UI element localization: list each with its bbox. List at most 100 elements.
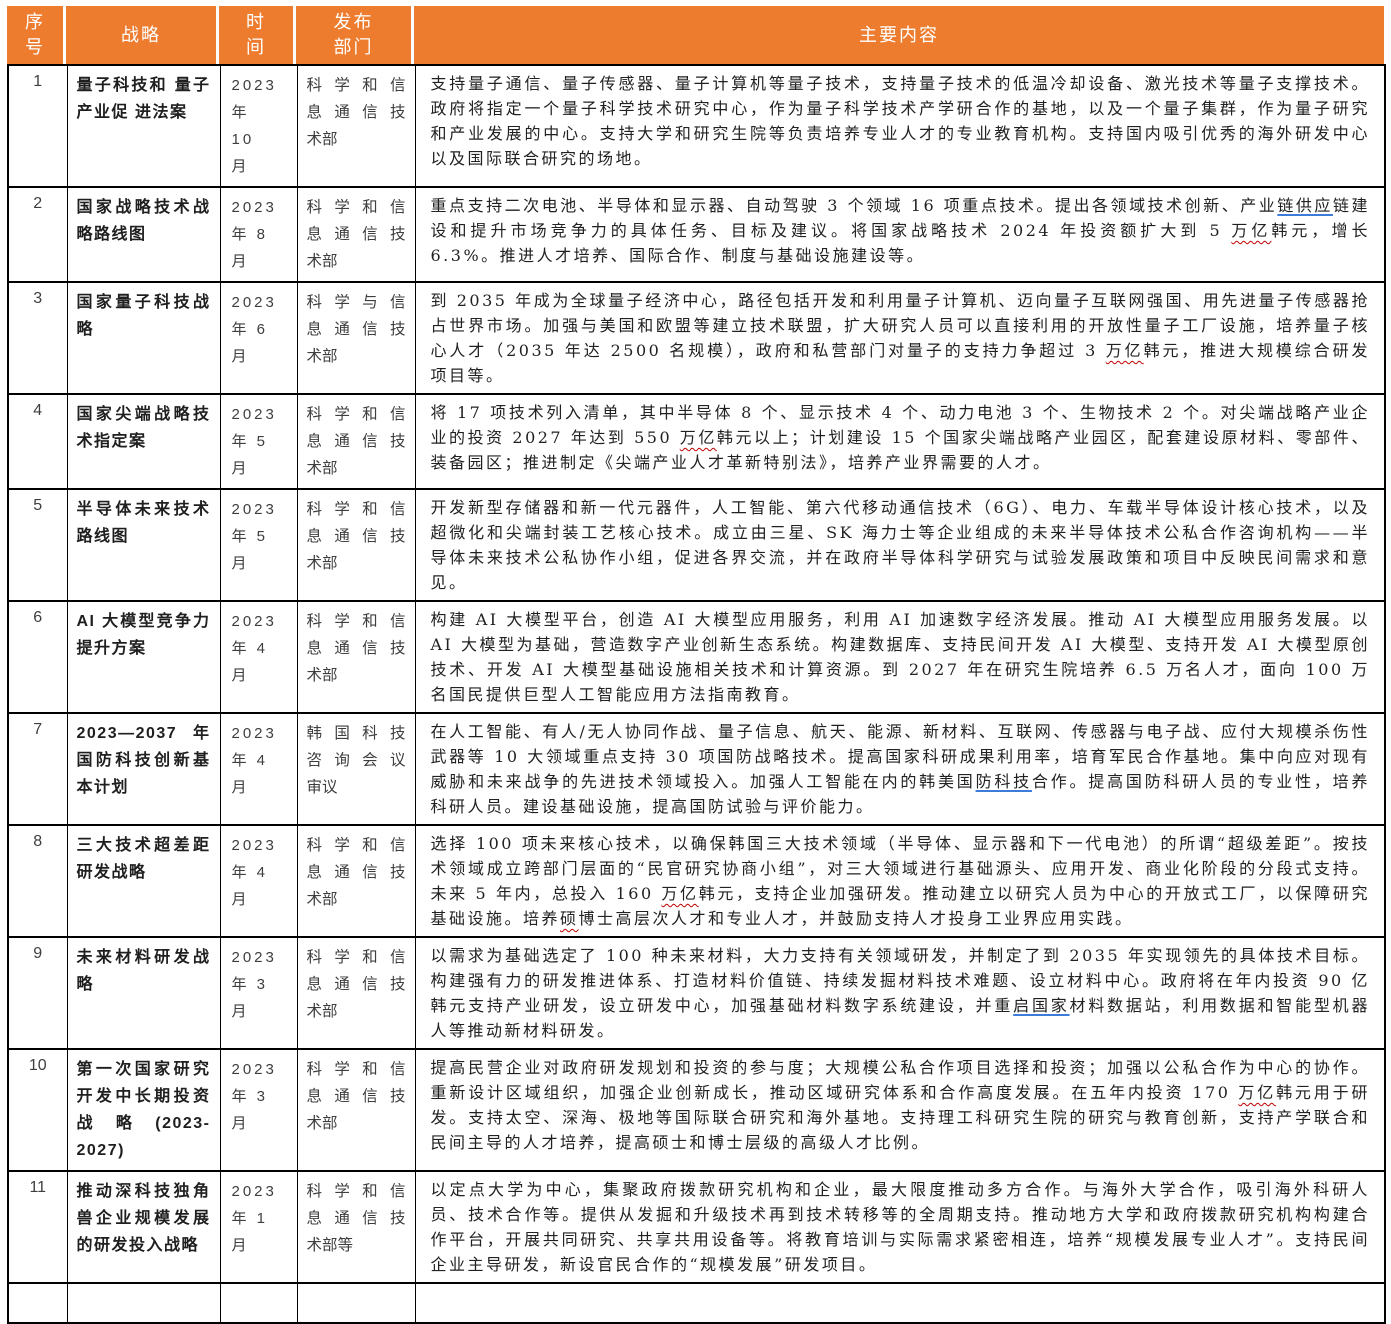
table-row xyxy=(7,1282,1386,1324)
cell-number: 11 xyxy=(7,1170,68,1284)
time-line: 月 xyxy=(231,158,250,175)
column-header-label: 部门 xyxy=(333,37,374,57)
cell-content: 构建 AI 大模型平台，创造 AI 大模型应用服务，利用 AI 加速数字经济发展… xyxy=(414,600,1386,714)
department-line: 术部 xyxy=(306,555,338,572)
time-line: 2023 xyxy=(231,613,277,630)
time-line: 2023 xyxy=(231,406,277,423)
column-header-dept: 发布 部门 xyxy=(296,6,414,64)
content-text: 韩元以上；计划建设 15 个国家尖端战略产业园区，配套建设原材料、零部件、装备园… xyxy=(430,428,1370,472)
cell-content: 在人工智能、有人/无人协同作战、量子信息、航天、能源、新材料、互联网、传感器与电… xyxy=(414,712,1386,826)
table-row: 8 三大技术超差距研发战略 2023 年 4 月科学和信 息通信技 术部 选择 100 项未来… xyxy=(7,824,1386,938)
cell-strategy: 国家战略技术战略路线图 xyxy=(66,186,221,283)
cell-strategy: 量子科技和 量子产业促 进法案 xyxy=(66,64,221,188)
time-line: 月 xyxy=(231,1003,250,1020)
cell-time: 2023 年 3 月 xyxy=(219,1048,298,1172)
time-line: 2023 xyxy=(231,949,277,966)
cell-content: 到 2035 年成为全球量子经济中心，路径包括开发和利用量子计算机、迈向量子互联… xyxy=(414,281,1386,395)
time-line: 月 xyxy=(231,667,250,684)
cell-strategy: 2023—2037 年国防科技创新基本计划 xyxy=(66,712,221,826)
time-line: 年 3 xyxy=(231,976,269,993)
cell-department: 科学与信息通信技术部 xyxy=(296,281,416,395)
content-text: 提高民营企业对政府研发规划和投资的参与度；大规模公私合作项目选择和投资；加强以公… xyxy=(430,1058,1370,1102)
time-line: 月 xyxy=(231,555,250,572)
department-line: 科学和信 xyxy=(306,77,406,94)
time-line: 年 5 xyxy=(231,528,269,545)
cell-number: 4 xyxy=(7,393,68,490)
cell-time: 2023 年 4 月 xyxy=(219,712,298,826)
cell-department: 科学和信 息通信技 术部等 xyxy=(296,1170,416,1284)
table-row: 1 量子科技和 量子产业促 进法案 2023 年 10 月科学和信 息通信技 术部 支持量子通信… xyxy=(7,64,1386,188)
cell-strategy: 推动深科技独角兽企业规模发展的研发投入战略 xyxy=(66,1170,221,1284)
column-header-label: 主要内容 xyxy=(859,24,939,45)
time-line: 月 xyxy=(231,779,250,796)
department-line: 科学和信 xyxy=(306,501,406,518)
cell-department xyxy=(296,1282,416,1324)
time-line: 年 4 xyxy=(231,752,269,769)
content-text: 将 17 项技术列入清单，其中半导体 8 个、显示技术 4 个、动力电池 3 个… xyxy=(430,403,1370,447)
hyperlink-text[interactable]: 启国家 xyxy=(1013,996,1070,1015)
time-line: 月 xyxy=(231,460,250,477)
department-line: 术部 xyxy=(306,667,338,684)
time-line: 年 5 xyxy=(231,433,269,450)
cell-department: 科学和信 息通信技 术部 xyxy=(296,64,416,188)
department-line: 科学和信 xyxy=(306,949,406,966)
column-header-label: 时 xyxy=(246,12,266,32)
cell-number: 9 xyxy=(7,936,68,1050)
cell-number: 8 xyxy=(7,824,68,938)
misspelled-text: 万亿 xyxy=(1105,341,1144,360)
cell-content: 以需求为基础选定了 100 种未来材料，大力支持有关领域研发，并制定了到 203… xyxy=(414,936,1386,1050)
cell-department: 科学和信 息通信技 术部 xyxy=(296,393,416,490)
cell-number: 5 xyxy=(7,488,68,602)
cell-content: 支持量子通信、量子传感器、量子计算机等量子技术，支持量子技术的低温冷却设备、激光… xyxy=(414,64,1386,188)
table-row: 5 半导体未来技术路线图 2023 年 5 月科学和信 息通信技 术部 开发新型存储器和新一代… xyxy=(7,488,1386,602)
table-row: 11 推动深科技独角兽企业规模发展的研发投入战略 2023 年 1 月 科学和信 息通信技术… xyxy=(7,1170,1386,1284)
cell-strategy: 三大技术超差距研发战略 xyxy=(66,824,221,938)
cell-strategy xyxy=(66,1282,221,1324)
content-text: 到 2035 年成为全球量子经济中心，路径包括开发和利用量子计算机、迈向量子互联… xyxy=(430,291,1370,360)
department-line: 术部 xyxy=(306,348,338,365)
content-text: 选择 100 项未来核心技术，以确保韩国三大技术领域（半导体、显示器和下一代电池… xyxy=(430,834,1370,903)
table-row: 2 国家战略技术战略路线图 2023 年 8 月科学和信 息通信技 术部 重点支持二次电池、半… xyxy=(7,186,1386,283)
cell-time: 2023 年 4 月 xyxy=(219,600,298,714)
content-text: 支持量子通信、量子传感器、量子计算机等量子技术，支持量子技术的低温冷却设备、激光… xyxy=(430,74,1370,168)
cell-number xyxy=(7,1282,68,1324)
department-line: 科学与信 xyxy=(306,294,406,311)
table-header-row: 序号战略时间发布 部门 主要内容 xyxy=(7,6,1384,64)
column-header-label: 号 xyxy=(25,37,45,57)
column-header-number: 序号 xyxy=(7,6,66,64)
cell-department: 科学和信 息通信技 术部 xyxy=(296,1048,416,1172)
cell-content: 开发新型存储器和新一代元器件，人工智能、第六代移动通信技术（6G）、电力、车载半… xyxy=(414,488,1386,602)
department-line: 术部等 xyxy=(306,1237,354,1254)
time-line: 月 xyxy=(231,891,250,908)
table-row: 10 第一次国家研究开发中长期投资战略(2023-2027) 2023 年 3 月 科学和… xyxy=(7,1048,1386,1172)
department-line: 科学和信 xyxy=(306,406,406,423)
department-line: 息通信技 xyxy=(306,321,406,338)
content-text: 合作。提高国防科研人员的专业性，培养科研人员。建设基础设施，提高国防试验与评价能… xyxy=(430,772,1370,816)
cell-time: 2023 年 6 月 xyxy=(219,281,298,395)
misspelled-text: 万亿 xyxy=(679,428,717,447)
cell-department: 科学和信 息通信技 术部 xyxy=(296,186,416,283)
time-line: 2023 xyxy=(231,1061,277,1078)
time-line: 年 6 xyxy=(231,321,269,338)
cell-department: 科学和信 息通信技 术部 xyxy=(296,488,416,602)
department-line: 息通信技 xyxy=(306,864,406,881)
time-line: 2023 xyxy=(231,1183,277,1200)
hyperlink-text[interactable]: 链供应 xyxy=(1277,196,1333,215)
content-text: 韩元，增长 6.3%。推进人才培养、国际合作、制度与基础设施建设等。 xyxy=(430,221,1370,265)
column-header-time: 时间 xyxy=(219,6,296,64)
cell-strategy: 国家量子科技战略 xyxy=(66,281,221,395)
cell-number: 10 xyxy=(7,1048,68,1172)
table-row: 4 国家尖端战略技术指定案 2023 年 5 月科学和信 息通信技 术部将 17 项技术列入… xyxy=(7,393,1386,490)
misspelled-text: 万亿 xyxy=(1238,1083,1277,1102)
content-text: 材料数据站，利用数据和智能型机器人等推动新材料研发。 xyxy=(430,996,1370,1040)
content-text: 构建 AI 大模型平台，创造 AI 大模型应用服务，利用 AI 加速数字经济发展… xyxy=(430,610,1370,704)
time-line: 2023 xyxy=(231,199,277,216)
time-line: 月 xyxy=(231,253,250,270)
cell-number: 3 xyxy=(7,281,68,395)
content-text: 韩元，推进大规模综合研发项目等。 xyxy=(430,341,1370,385)
cell-content: 以定点大学为中心，集聚政府拨款研究机构和企业，最大限度推动多方合作。与海外大学合… xyxy=(414,1170,1386,1284)
time-line: 2023 xyxy=(231,77,277,94)
department-line: 息通信技 xyxy=(306,226,406,243)
hyperlink-text[interactable]: 防科技 xyxy=(975,772,1032,791)
cell-number: 6 xyxy=(7,600,68,714)
